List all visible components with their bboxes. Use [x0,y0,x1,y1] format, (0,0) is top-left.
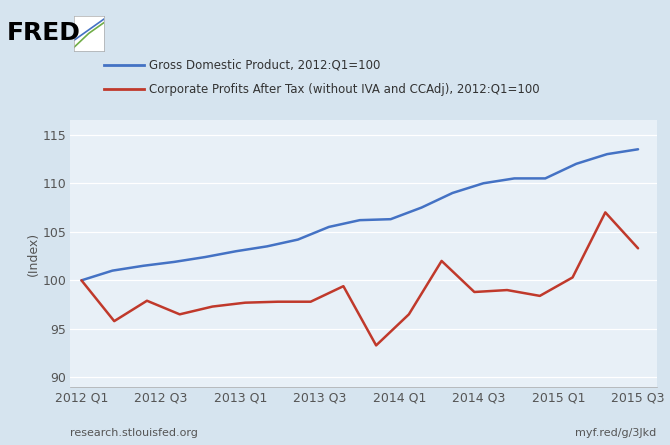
Text: myf.red/g/3Jkd: myf.red/g/3Jkd [576,428,657,438]
Text: Gross Domestic Product, 2012:Q1=100: Gross Domestic Product, 2012:Q1=100 [149,58,380,71]
Text: Corporate Profits After Tax (without IVA and CCAdj), 2012:Q1=100: Corporate Profits After Tax (without IVA… [149,82,539,96]
Text: FRED: FRED [7,20,80,44]
Y-axis label: (Index): (Index) [27,231,40,276]
Text: research.stlouisfed.org: research.stlouisfed.org [70,428,198,438]
